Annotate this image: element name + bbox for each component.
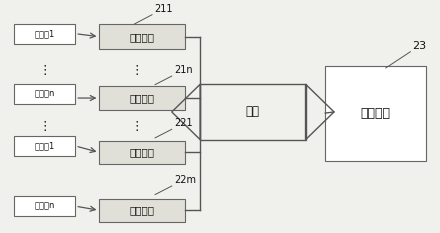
Text: 电压量n: 电压量n bbox=[34, 89, 55, 99]
Bar bbox=[200, 84, 305, 140]
Text: 采集单元: 采集单元 bbox=[130, 93, 154, 103]
Bar bbox=[14, 196, 75, 216]
Text: 221: 221 bbox=[174, 118, 193, 128]
Text: 总线: 总线 bbox=[246, 106, 260, 118]
Text: 22m: 22m bbox=[174, 175, 196, 185]
Bar bbox=[99, 24, 185, 49]
Bar bbox=[14, 136, 75, 156]
Text: 电压量1: 电压量1 bbox=[34, 29, 55, 38]
Bar bbox=[14, 84, 75, 104]
Text: 电流量n: 电流量n bbox=[34, 202, 55, 211]
Bar bbox=[14, 24, 75, 44]
Bar bbox=[99, 141, 185, 164]
Text: 23: 23 bbox=[413, 41, 427, 51]
Text: 主控单元: 主控单元 bbox=[361, 106, 391, 120]
Bar bbox=[99, 86, 185, 110]
Text: ⋮: ⋮ bbox=[38, 64, 51, 77]
Text: ⋮: ⋮ bbox=[130, 64, 143, 77]
Text: 采集单元: 采集单元 bbox=[130, 205, 154, 215]
Text: ⋮: ⋮ bbox=[38, 120, 51, 134]
Text: 采集单元: 采集单元 bbox=[130, 32, 154, 42]
Text: 电流量1: 电流量1 bbox=[34, 142, 55, 151]
Text: 21n: 21n bbox=[174, 65, 193, 75]
Bar bbox=[325, 66, 426, 161]
Text: 采集单元: 采集单元 bbox=[130, 147, 154, 158]
Text: 211: 211 bbox=[154, 3, 173, 14]
Text: ⋮: ⋮ bbox=[130, 120, 143, 134]
Bar bbox=[99, 199, 185, 222]
